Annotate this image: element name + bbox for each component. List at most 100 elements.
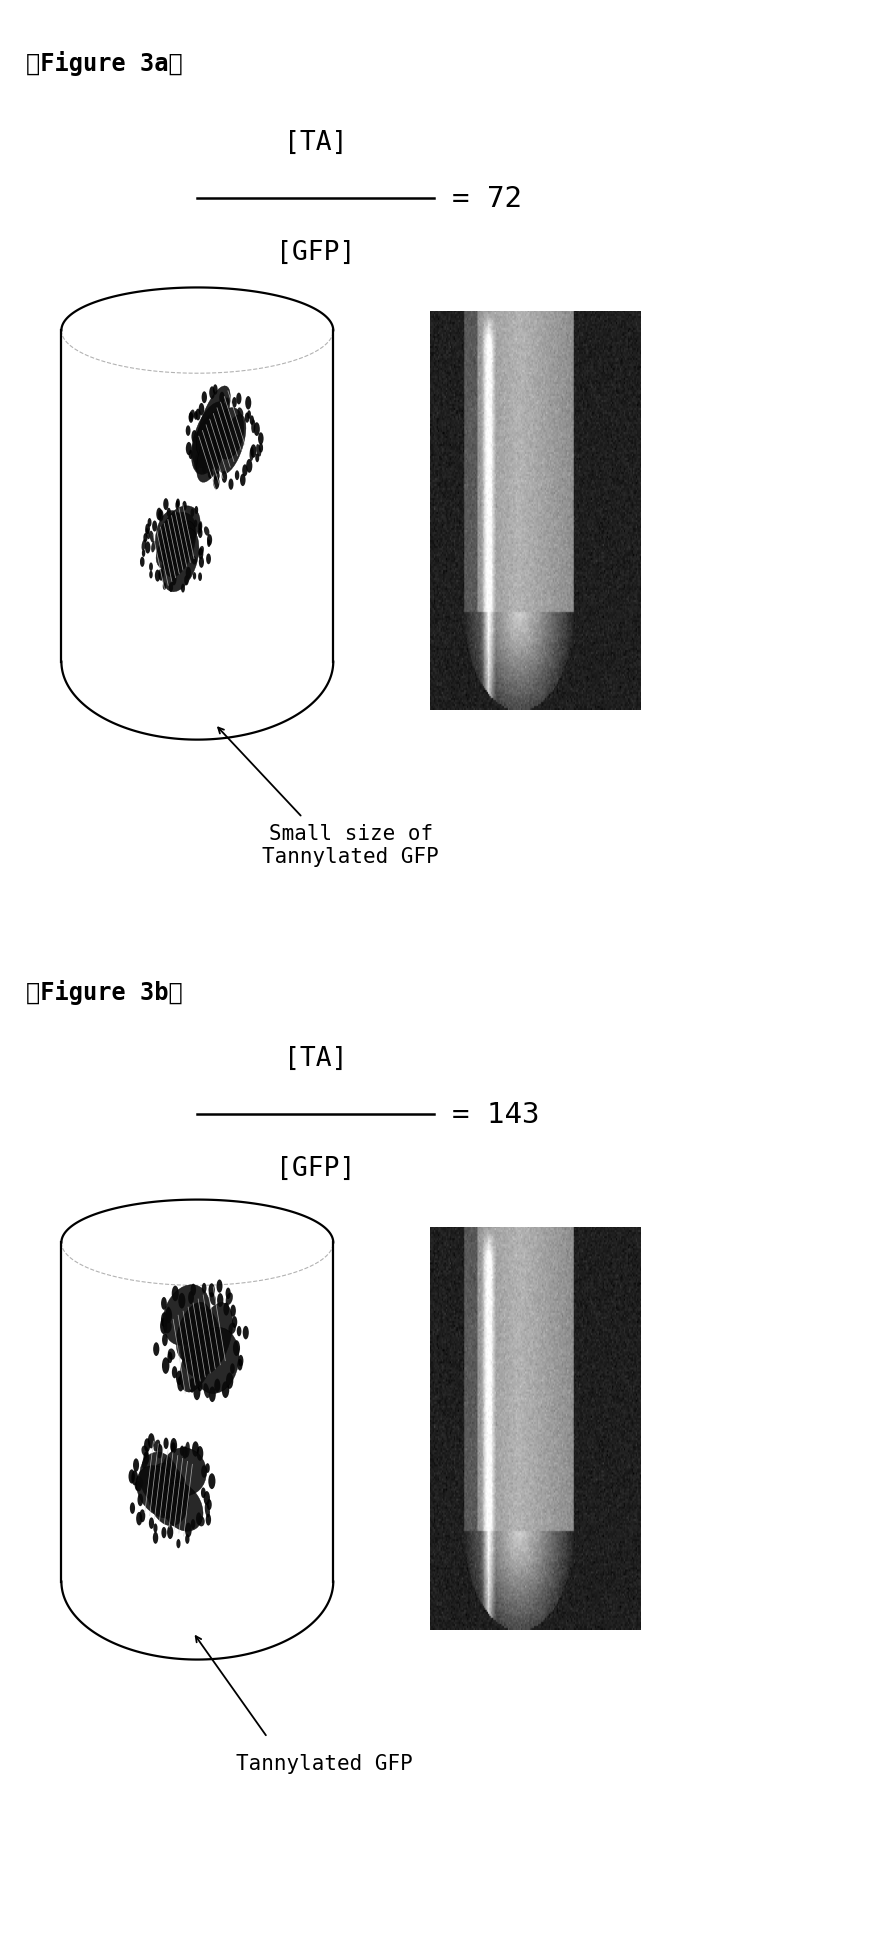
Circle shape xyxy=(149,563,153,571)
Circle shape xyxy=(251,444,256,458)
Circle shape xyxy=(225,1288,231,1299)
Circle shape xyxy=(197,1381,203,1391)
Ellipse shape xyxy=(189,411,195,421)
Ellipse shape xyxy=(198,522,203,534)
Circle shape xyxy=(207,1500,211,1510)
Ellipse shape xyxy=(164,506,200,549)
Circle shape xyxy=(217,1293,224,1307)
Ellipse shape xyxy=(195,1303,232,1373)
Ellipse shape xyxy=(197,1516,204,1527)
Ellipse shape xyxy=(185,1442,189,1457)
Ellipse shape xyxy=(159,512,196,553)
Circle shape xyxy=(191,431,197,444)
Circle shape xyxy=(162,1358,169,1373)
Circle shape xyxy=(222,471,227,483)
Ellipse shape xyxy=(136,1477,143,1488)
Circle shape xyxy=(207,540,210,547)
Text: [GFP]: [GFP] xyxy=(276,1155,355,1180)
Circle shape xyxy=(136,1512,142,1525)
Circle shape xyxy=(168,582,173,592)
Text: 『Figure 3b』: 『Figure 3b』 xyxy=(26,980,183,1005)
Circle shape xyxy=(213,475,219,491)
Ellipse shape xyxy=(176,1303,211,1362)
Circle shape xyxy=(198,573,202,582)
Ellipse shape xyxy=(135,1480,142,1492)
Circle shape xyxy=(194,460,200,471)
Circle shape xyxy=(230,1364,235,1373)
Ellipse shape xyxy=(238,409,243,419)
Circle shape xyxy=(143,534,147,543)
Circle shape xyxy=(176,1539,181,1549)
Circle shape xyxy=(237,1327,241,1336)
Text: = 72: = 72 xyxy=(452,185,522,212)
Ellipse shape xyxy=(210,1293,216,1305)
Circle shape xyxy=(209,1387,216,1403)
Text: Tannylated GFP: Tannylated GFP xyxy=(236,1753,413,1773)
Ellipse shape xyxy=(204,528,210,536)
Ellipse shape xyxy=(251,421,255,434)
Circle shape xyxy=(217,1280,223,1293)
Circle shape xyxy=(195,456,200,466)
Circle shape xyxy=(140,557,145,567)
Ellipse shape xyxy=(141,540,146,551)
Circle shape xyxy=(186,427,190,436)
Circle shape xyxy=(190,1284,196,1295)
Circle shape xyxy=(196,409,201,421)
Circle shape xyxy=(149,571,153,579)
Circle shape xyxy=(132,1471,138,1486)
Circle shape xyxy=(182,503,187,512)
Circle shape xyxy=(148,1434,154,1449)
Circle shape xyxy=(206,1514,211,1525)
Circle shape xyxy=(138,1494,143,1506)
Circle shape xyxy=(199,557,204,569)
Circle shape xyxy=(147,518,152,528)
Circle shape xyxy=(224,1303,229,1317)
Circle shape xyxy=(130,1502,135,1514)
Circle shape xyxy=(194,520,197,528)
Ellipse shape xyxy=(198,547,204,557)
Ellipse shape xyxy=(160,1482,203,1531)
Ellipse shape xyxy=(156,526,194,571)
Circle shape xyxy=(246,460,253,473)
Circle shape xyxy=(162,1334,168,1346)
Circle shape xyxy=(225,397,229,407)
Circle shape xyxy=(129,1469,135,1484)
Ellipse shape xyxy=(166,1307,171,1323)
Ellipse shape xyxy=(193,1373,199,1387)
Circle shape xyxy=(185,1523,192,1537)
Circle shape xyxy=(198,524,202,532)
Circle shape xyxy=(231,1305,236,1317)
Ellipse shape xyxy=(137,1467,184,1517)
Circle shape xyxy=(196,1512,202,1525)
Circle shape xyxy=(181,584,185,594)
Ellipse shape xyxy=(146,528,150,540)
Circle shape xyxy=(226,1373,233,1389)
Ellipse shape xyxy=(250,448,253,462)
Ellipse shape xyxy=(139,1453,179,1504)
Circle shape xyxy=(161,1527,167,1539)
Ellipse shape xyxy=(203,1383,210,1399)
Circle shape xyxy=(208,469,212,479)
Circle shape xyxy=(184,577,189,586)
Circle shape xyxy=(133,1459,139,1473)
Circle shape xyxy=(168,1525,174,1539)
Circle shape xyxy=(207,536,212,545)
Circle shape xyxy=(240,475,246,487)
Ellipse shape xyxy=(196,427,225,483)
Ellipse shape xyxy=(196,388,231,456)
Ellipse shape xyxy=(207,456,211,471)
Circle shape xyxy=(198,528,203,540)
Circle shape xyxy=(149,1517,154,1529)
Circle shape xyxy=(165,1307,172,1323)
Ellipse shape xyxy=(153,1440,160,1451)
Circle shape xyxy=(142,549,146,557)
Circle shape xyxy=(201,1488,206,1498)
Circle shape xyxy=(136,1480,140,1490)
Circle shape xyxy=(205,1463,210,1473)
Circle shape xyxy=(202,392,207,403)
Circle shape xyxy=(209,1473,216,1490)
Circle shape xyxy=(158,510,163,522)
Circle shape xyxy=(146,524,150,536)
Text: 『Figure 3a』: 『Figure 3a』 xyxy=(26,51,183,76)
Circle shape xyxy=(189,450,193,460)
